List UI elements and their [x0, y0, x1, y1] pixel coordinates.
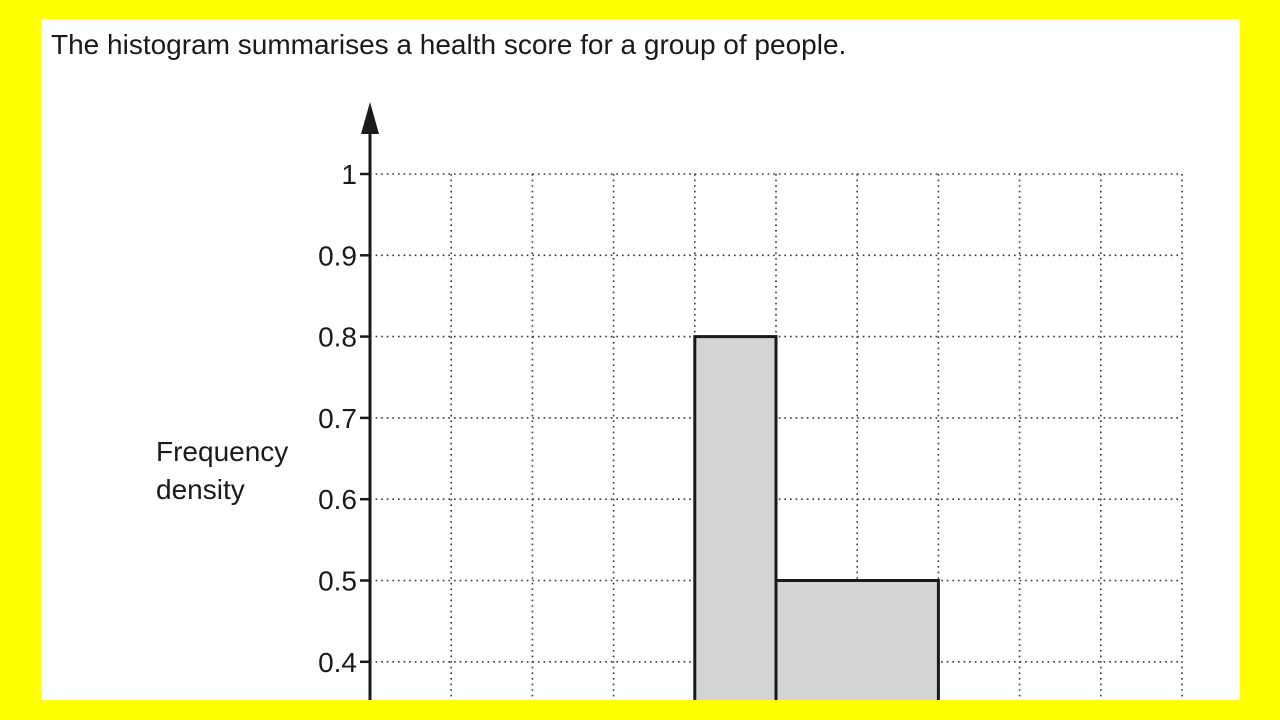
histogram-bar-1 — [693, 335, 778, 700]
y-tick-label: 0.7 — [318, 403, 357, 434]
y-axis-label-line-1: Frequency — [156, 436, 289, 467]
y-tick-label: 0.8 — [318, 322, 357, 353]
y-axis-label-line-2: density — [156, 474, 245, 505]
y-tick-label: 1 — [341, 159, 357, 190]
y-tick-label: 0.4 — [318, 647, 357, 678]
histogram-bar-2 — [774, 579, 940, 700]
histogram-chart: 1 0.9 0.8 0.7 0.6 0.5 0.4 — [318, 102, 1183, 700]
question-text: The histogram summarises a health score … — [51, 29, 847, 60]
question-panel: The histogram summarises a health score … — [41, 19, 1240, 700]
y-tick-label: 0.9 — [318, 240, 357, 271]
y-axis-arrow-icon — [361, 102, 379, 134]
y-tick-label: 0.6 — [318, 484, 357, 515]
y-axis-label: Frequency density — [156, 433, 288, 509]
y-tick-label: 0.5 — [318, 566, 357, 597]
